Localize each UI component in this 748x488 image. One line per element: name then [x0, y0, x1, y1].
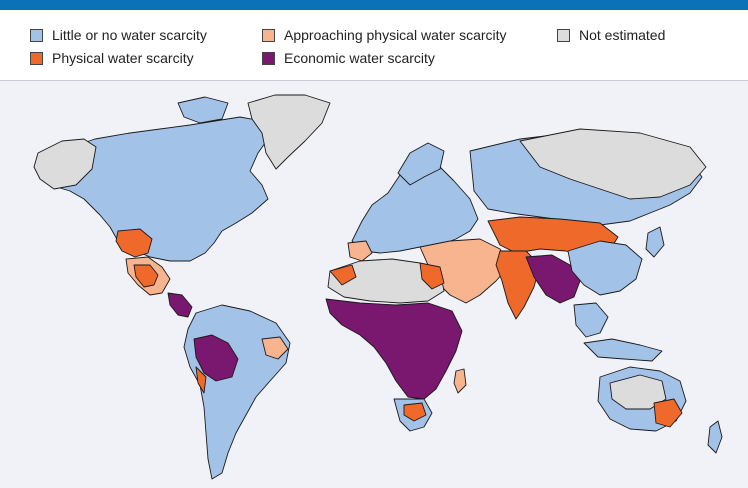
- legend-swatch-physical-scarcity: [30, 51, 43, 65]
- siberia-not-estimated: [519, 128, 707, 200]
- scandinavia-region: [397, 142, 445, 186]
- legend-swatch-approaching-scarcity: [262, 28, 275, 42]
- south-america-region: [183, 304, 291, 480]
- legend-label-economic-scarcity: Economic water scarcity: [284, 50, 435, 66]
- legend-swatch-not-estimated: [557, 28, 570, 42]
- legend-item-approaching-scarcity: Approaching physical water scarcity: [262, 27, 507, 43]
- legend-label-not-estimated: Not estimated: [579, 27, 666, 43]
- indonesia-region: [583, 338, 663, 362]
- north-africa-not-estimated: [327, 258, 445, 304]
- us-southwest-physical: [115, 228, 153, 258]
- brazil-northeast-approaching: [261, 336, 289, 360]
- sub-saharan-economic: [325, 298, 463, 400]
- legend-item-physical-scarcity: Physical water scarcity: [30, 50, 194, 66]
- greenland-region: [247, 94, 331, 170]
- world-map-svg: [33, 94, 723, 480]
- south-america-economic: [193, 334, 239, 382]
- southern-africa-physical: [403, 402, 427, 422]
- north-america-region: [41, 116, 271, 262]
- egypt-physical: [419, 262, 445, 290]
- mexico-physical: [133, 264, 159, 288]
- madagascar-approaching: [453, 368, 467, 394]
- legend-label-little-scarcity: Little or no water scarcity: [52, 27, 207, 43]
- north-africa-physical: [329, 264, 357, 286]
- header-bar: [0, 0, 748, 10]
- legend-item-little-scarcity: Little or no water scarcity: [30, 27, 207, 43]
- new-zealand-region: [707, 420, 723, 454]
- legend-item-economic-scarcity: Economic water scarcity: [262, 50, 435, 66]
- south-asia-economic: [525, 254, 581, 304]
- legend-item-not-estimated: Not estimated: [557, 27, 665, 43]
- iberia-approaching: [347, 240, 373, 262]
- japan-region: [645, 226, 665, 258]
- legend-label-approaching-scarcity: Approaching physical water scarcity: [284, 27, 507, 43]
- legend-label-physical-scarcity: Physical water scarcity: [52, 50, 194, 66]
- legend-swatch-little-scarcity: [30, 28, 43, 42]
- map-legend: Little or no water scarcity Approaching …: [0, 10, 748, 80]
- southeast-asia-region: [573, 302, 609, 338]
- central-america-economic: [167, 292, 193, 318]
- legend-swatch-economic-scarcity: [262, 51, 275, 65]
- australia-physical: [653, 398, 683, 428]
- europe-region: [351, 164, 479, 254]
- arctic-islands: [177, 96, 229, 124]
- alaska-region: [33, 138, 97, 190]
- world-map: [0, 80, 748, 488]
- china-region: [567, 240, 643, 296]
- andes-physical: [195, 366, 207, 394]
